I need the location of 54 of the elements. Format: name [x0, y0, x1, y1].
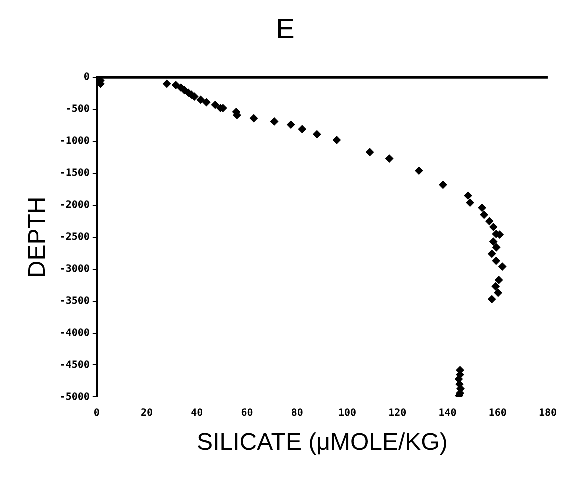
point	[366, 148, 374, 156]
y-tick-label: -500	[66, 104, 90, 116]
point	[492, 244, 501, 252]
point	[464, 192, 472, 200]
chart-title: E	[276, 14, 295, 45]
y-tick-label: -3500	[60, 296, 90, 307]
y-axis-title: DEPTH	[24, 196, 52, 278]
point	[480, 211, 488, 220]
y-tick-label: 0	[84, 72, 90, 84]
point	[332, 136, 341, 144]
point	[466, 198, 474, 207]
point	[490, 238, 498, 246]
x-tick-label: 180	[538, 408, 557, 419]
point	[488, 250, 496, 258]
x-tick-label: 60	[241, 408, 254, 419]
point	[492, 282, 500, 291]
point	[298, 125, 306, 134]
x-tick-label: 120	[388, 408, 407, 419]
y-tick-label: -5000	[60, 392, 90, 403]
point	[163, 80, 172, 88]
point	[494, 289, 502, 298]
x-tick-label: 20	[141, 408, 154, 419]
point	[270, 118, 279, 126]
y-tick-label: -4500	[60, 360, 90, 371]
point	[498, 262, 507, 271]
x-tick-label: 0	[94, 408, 100, 419]
y-tick-label: -1500	[60, 168, 90, 180]
point	[439, 180, 448, 189]
point	[486, 217, 494, 226]
y-tick-label: -4000	[60, 328, 90, 339]
point	[386, 154, 394, 163]
point	[250, 114, 258, 123]
x-tick-label: 80	[291, 408, 304, 419]
point	[211, 101, 220, 110]
x-tick-label: 40	[191, 408, 204, 419]
y-tick-label: -2000	[60, 200, 90, 212]
point	[287, 120, 296, 129]
point	[488, 295, 496, 304]
point	[172, 81, 180, 90]
point	[490, 223, 498, 232]
y-tick-label: -3000	[60, 264, 90, 275]
x-tick-label: 100	[338, 408, 357, 419]
point	[415, 166, 424, 175]
point	[202, 98, 211, 107]
point	[313, 130, 322, 138]
point	[478, 204, 486, 212]
point	[196, 96, 205, 104]
point	[492, 257, 500, 266]
x-tick-label: 160	[488, 408, 507, 419]
point	[495, 276, 504, 284]
x-axis-title: SILICATE (μMOLE/KG)	[197, 429, 448, 456]
y-tick-label: -2500	[60, 232, 90, 243]
x-tick-label: 140	[438, 408, 457, 419]
y-tick-label: -1000	[60, 136, 90, 148]
